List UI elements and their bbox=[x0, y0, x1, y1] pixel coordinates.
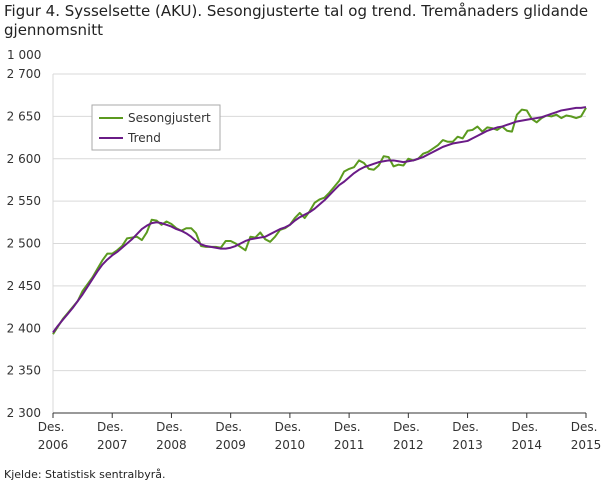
x-tick-label-line: 2013 bbox=[452, 438, 483, 452]
y-tick-label: 2 700 bbox=[7, 67, 41, 81]
x-tick-label-line: Des. bbox=[512, 420, 543, 434]
x-tick-label: Des. 2006 bbox=[38, 420, 69, 452]
y-tick-label: 2 550 bbox=[7, 194, 41, 208]
x-tick-label-line: 2015 bbox=[571, 438, 602, 452]
chart-title: Figur 4. Sysselsette (AKU). Sesongjuster… bbox=[4, 2, 589, 39]
x-tick-label-line: 2007 bbox=[97, 438, 128, 452]
x-tick-label: Des. 2010 bbox=[275, 420, 306, 452]
x-tick-label: Des. 2007 bbox=[97, 420, 128, 452]
x-tick-label-line: Des. bbox=[452, 420, 483, 434]
x-tick-label-line: 2008 bbox=[156, 438, 187, 452]
y-tick-label: 2 350 bbox=[7, 364, 41, 378]
x-tick-label: Des. 2011 bbox=[334, 420, 365, 452]
x-tick-label-line: 2006 bbox=[38, 438, 69, 452]
y-tick-label: 2 400 bbox=[7, 321, 41, 335]
line-series bbox=[52, 107, 587, 335]
x-tick-label-line: Des. bbox=[156, 420, 187, 434]
x-tick-label-line: 2012 bbox=[393, 438, 424, 452]
x-tick-label-line: 2014 bbox=[512, 438, 543, 452]
x-tick-label: Des. 2008 bbox=[156, 420, 187, 452]
y-unit: 1 000 bbox=[7, 48, 41, 62]
legend-label: Trend bbox=[127, 131, 161, 145]
x-tick-label-line: Des. bbox=[275, 420, 306, 434]
x-tick-label-line: Des. bbox=[334, 420, 365, 434]
x-tick-label-line: 2010 bbox=[275, 438, 306, 452]
x-tick-label: Des. 2013 bbox=[452, 420, 483, 452]
x-tick-label: Des. 2012 bbox=[393, 420, 424, 452]
x-tick-label-line: Des. bbox=[215, 420, 246, 434]
legend-box bbox=[91, 104, 221, 151]
y-tick-label: 2 500 bbox=[7, 237, 41, 251]
x-tick-label-line: 2011 bbox=[334, 438, 365, 452]
line-series bbox=[52, 106, 587, 334]
x-tick-label: Des. 2009 bbox=[215, 420, 246, 452]
x-tick-label-line: 2009 bbox=[215, 438, 246, 452]
x-tick-label-line: Des. bbox=[97, 420, 128, 434]
x-tick-label-line: Des. bbox=[571, 420, 602, 434]
y-tick-label: 2 600 bbox=[7, 152, 41, 166]
legend-label: Sesongjustert bbox=[128, 111, 211, 125]
source: Kjelde: Statistisk sentralbyrå. bbox=[4, 468, 166, 481]
y-tick-label: 2 450 bbox=[7, 279, 41, 293]
x-tick-label: Des. 2015 bbox=[571, 420, 602, 452]
x-tick-label: Des. 2014 bbox=[512, 420, 543, 452]
y-tick-label: 2 300 bbox=[7, 406, 41, 420]
x-tick-label-line: Des. bbox=[393, 420, 424, 434]
x-tick-label-line: Des. bbox=[38, 420, 69, 434]
y-tick-label: 2 650 bbox=[7, 109, 41, 123]
